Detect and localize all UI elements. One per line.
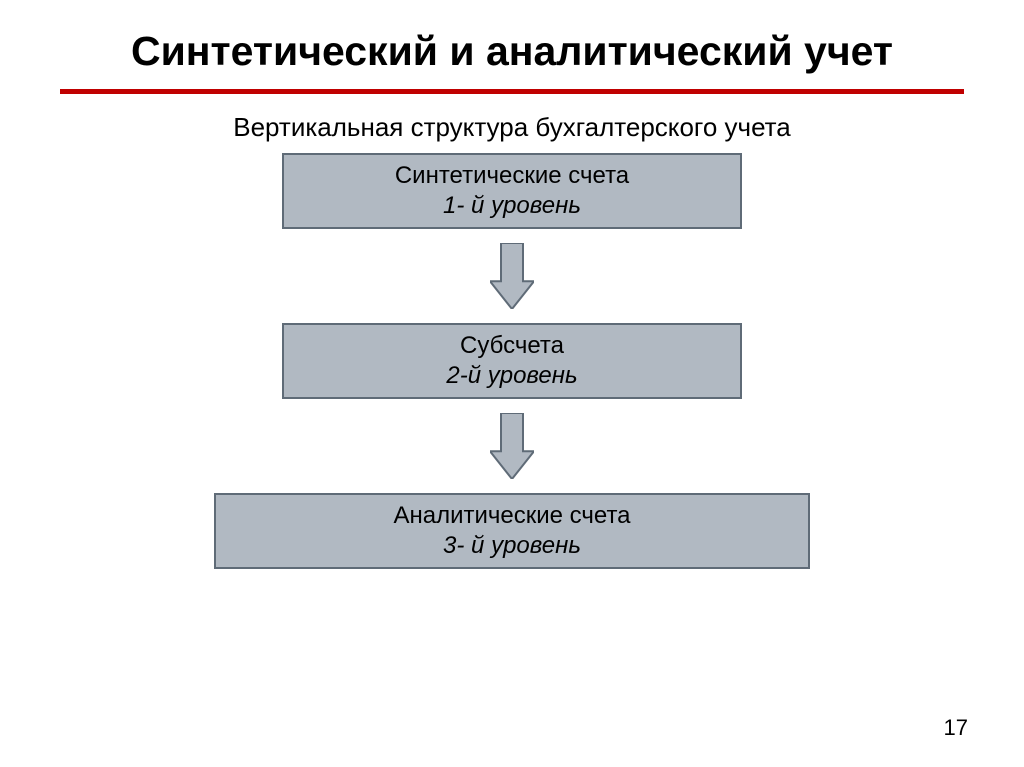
flow-node-title: Синтетические счета xyxy=(284,161,740,191)
flow-node-title: Субсчета xyxy=(284,331,740,361)
flow-node: Синтетические счета1- й уровень xyxy=(282,153,742,229)
flow-node-level: 1- й уровень xyxy=(284,191,740,221)
slide-subtitle: Вертикальная структура бухгалтерского уч… xyxy=(0,112,1024,143)
flow-node-title: Аналитические счета xyxy=(216,501,808,531)
flow-node: Субсчета2-й уровень xyxy=(282,323,742,399)
flow-node-level: 3- й уровень xyxy=(216,531,808,561)
flow-node: Аналитические счета3- й уровень xyxy=(214,493,810,569)
arrow-down-icon xyxy=(490,413,534,479)
slide: Синтетический и аналитический учет Верти… xyxy=(0,0,1024,767)
flow-node-level: 2-й уровень xyxy=(284,361,740,391)
slide-title: Синтетический и аналитический учет xyxy=(0,0,1024,75)
arrow-down-icon xyxy=(490,243,534,309)
slide-number: 17 xyxy=(944,715,968,741)
flowchart: Синтетические счета1- й уровень Субсчета2… xyxy=(0,153,1024,569)
divider-line xyxy=(60,89,964,94)
divider-wrap xyxy=(0,89,1024,94)
